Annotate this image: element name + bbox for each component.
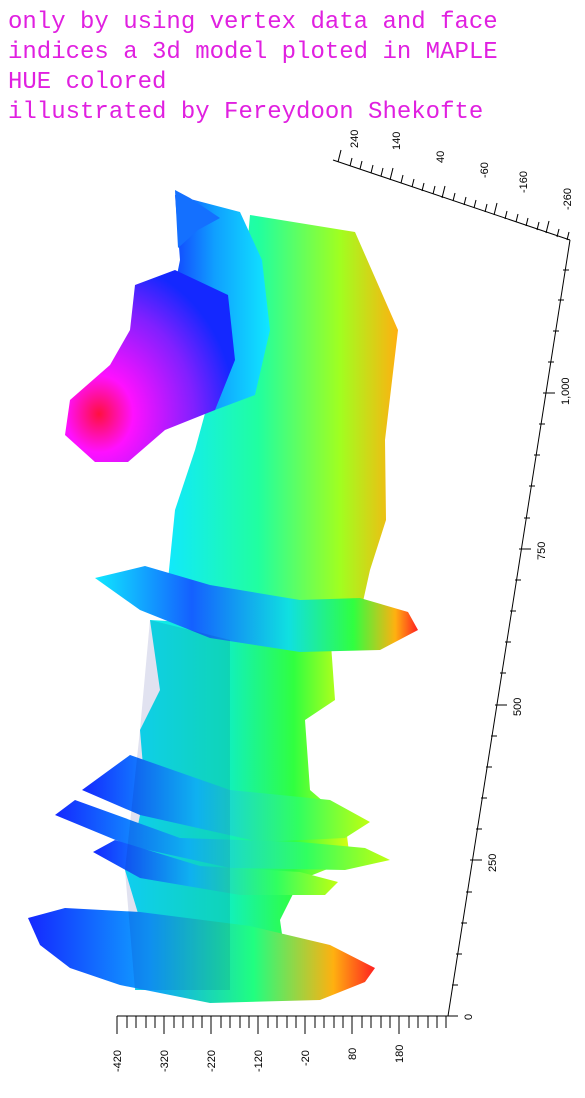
knight-ear: [175, 190, 220, 248]
bottom-tick-label: 80: [347, 1048, 359, 1060]
knight-ring-2: [55, 800, 390, 870]
right-tick-label: 1,000: [560, 377, 572, 405]
right-tick-label: 750: [536, 542, 548, 560]
right-tick-label: 250: [487, 854, 499, 872]
top-tick-label: 240: [349, 130, 361, 148]
plot-axes: [116, 149, 571, 1034]
top-axis-ticks: [337, 149, 570, 241]
top-tick-label: -260: [562, 188, 574, 210]
caption-line-4: illustrated by Fereydoon Shekofte: [8, 99, 484, 126]
caption-line-3: HUE colored: [8, 69, 167, 96]
top-axis-line: [332, 159, 571, 241]
top-tick-label: 140: [391, 132, 403, 150]
knight-ring-3: [93, 840, 338, 895]
caption-line-2: indices a 3d model ploted in MAPLE: [8, 39, 498, 66]
knight-ring-1: [82, 755, 370, 842]
bottom-axis-labels: -420 -320 -220 -120 -20 80 180: [112, 1045, 406, 1072]
top-tick-label: 40: [435, 151, 447, 163]
right-axis-labels: 0 250 500 750 1,000: [463, 377, 572, 1020]
top-tick-label: -60: [479, 162, 491, 178]
bottom-tick-label: -20: [300, 1050, 312, 1066]
top-axis-labels: 240 140 40 -60 -160 -260: [349, 130, 574, 210]
top-tick-label: -160: [518, 171, 530, 193]
bottom-tick-label: 180: [394, 1045, 406, 1063]
knight-base: [28, 908, 375, 1003]
knight-shading: [125, 620, 230, 990]
bottom-tick-label: -420: [112, 1050, 124, 1072]
bottom-tick-label: -320: [159, 1050, 171, 1072]
right-tick-label: 0: [463, 1014, 475, 1020]
knight-neck: [165, 215, 398, 640]
knight-collar: [95, 566, 418, 652]
bottom-tick-label: -120: [253, 1050, 265, 1072]
caption-line-1: only by using vertex data and face: [8, 9, 498, 36]
right-axis-ticks: [446, 269, 569, 1017]
knight-snout: [65, 270, 235, 462]
knight-model: [28, 190, 418, 1003]
bottom-tick-label: -220: [206, 1050, 218, 1072]
right-axis-line: [447, 239, 571, 1017]
bottom-axis-ticks: [116, 1016, 447, 1034]
right-tick-label: 500: [512, 698, 524, 716]
caption: only by using vertex data and face indic…: [8, 8, 498, 128]
